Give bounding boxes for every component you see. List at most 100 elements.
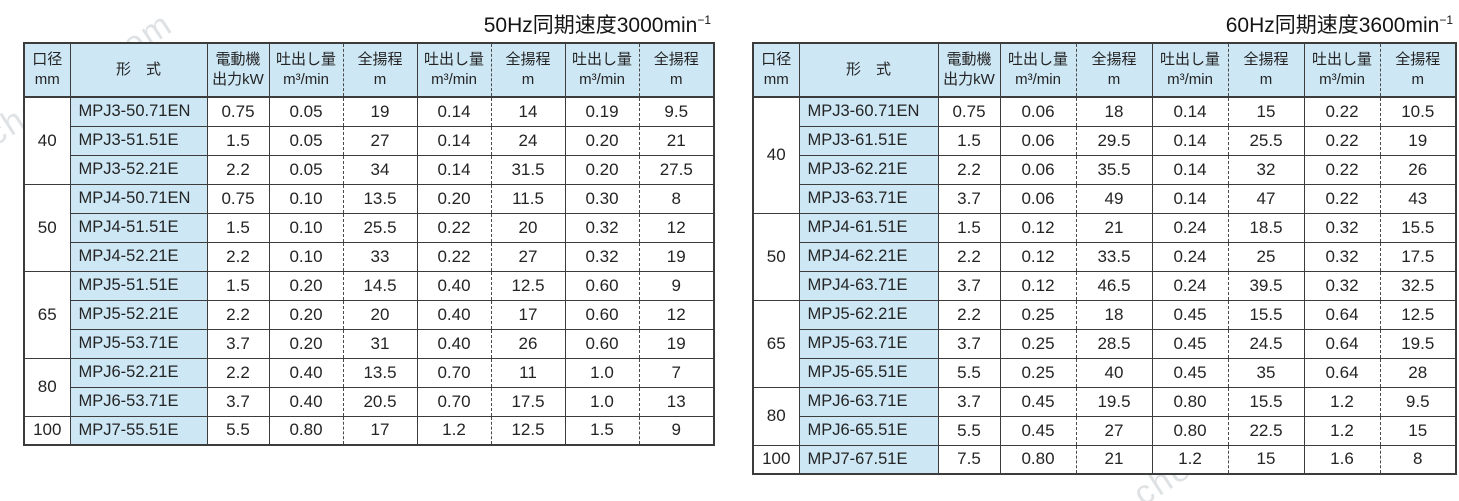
cell-discharge: 0.32: [1303, 212, 1380, 242]
cell-head: 8: [1379, 444, 1456, 474]
cell-discharge: 1.5: [564, 415, 639, 445]
cell-discharge: 0.60: [564, 299, 639, 329]
cell-motor-output: 0.75: [206, 97, 269, 126]
col-header-head-1: 全揚程 m: [342, 43, 417, 98]
cell-motor-output: 1.5: [206, 212, 269, 242]
cell-motor-output: 3.7: [206, 328, 269, 358]
cell-discharge: 0.20: [268, 270, 343, 300]
cell-discharge: 1.2: [1303, 386, 1380, 416]
col-header-motor-output: 電動機 出力kW: [207, 43, 269, 98]
table-row: 100 MPJ7-55.51E 5.5 0.80 17 1.2 12.5 1.5 9: [24, 415, 714, 445]
table-row: MPJ3-51.51E 1.5 0.05 27 0.14 24 0.20 21: [24, 125, 714, 155]
table-row: MPJ5-52.21E 2.2 0.20 20 0.40 17 0.60 12: [24, 299, 714, 329]
cell-diameter: 65: [753, 299, 799, 387]
cell-discharge: 0.80: [1151, 415, 1228, 445]
cell-model: MPJ3-50.71EN: [69, 97, 208, 126]
cell-head: 20.5: [342, 386, 417, 416]
cell-head: 15.5: [1227, 386, 1304, 416]
cell-head: 26: [1379, 154, 1456, 184]
cell-head: 21: [1075, 212, 1152, 242]
cell-discharge: 0.14: [416, 125, 491, 155]
cell-discharge: 0.40: [416, 328, 491, 358]
col-header-model: 形 式: [69, 43, 208, 98]
cell-discharge: 0.32: [564, 212, 639, 242]
cell-discharge: 0.22: [416, 212, 491, 242]
cell-head: 19: [1379, 125, 1456, 155]
cell-head: 33: [342, 241, 417, 271]
header-line: 形 式: [115, 60, 161, 78]
cell-motor-output: 7.5: [937, 444, 1000, 474]
header-line: 吐出し量: [1311, 50, 1372, 68]
cell-discharge: 0.70: [416, 357, 491, 387]
cell-head: 17: [342, 415, 417, 445]
cell-model: MPJ6-63.71E: [798, 386, 939, 416]
header-line: m: [1107, 71, 1121, 88]
cell-head: 34: [342, 154, 417, 184]
cell-head: 20: [490, 212, 565, 242]
cell-discharge: 0.10: [268, 241, 343, 271]
col-header-head-1: 全揚程 m: [1075, 43, 1152, 98]
cell-discharge: 0.30: [564, 183, 639, 213]
cell-discharge: 0.45: [1151, 328, 1228, 358]
cell-head: 25.5: [1227, 125, 1304, 155]
cell-model: MPJ7-67.51E: [798, 444, 939, 474]
header-line: mm: [763, 71, 789, 88]
cell-discharge: 0.32: [564, 241, 639, 271]
cell-motor-output: 3.7: [937, 328, 1000, 358]
cell-head: 26: [490, 328, 565, 358]
cell-discharge: 0.22: [1303, 154, 1380, 184]
cell-head: 35: [1227, 357, 1304, 387]
cell-discharge: 0.14: [416, 97, 491, 126]
cell-head: 47: [1227, 183, 1304, 213]
cell-model: MPJ6-65.51E: [798, 415, 939, 445]
cell-head: 15: [1227, 444, 1304, 474]
table-row: 80 MPJ6-52.21E 2.2 0.40 13.5 0.70 11 1.0 7: [24, 357, 714, 416]
cell-diameter: 100: [753, 444, 799, 474]
cell-model: MPJ5-63.71E: [798, 328, 939, 358]
cell-motor-output: 5.5: [937, 415, 1000, 445]
cell-discharge: 0.80: [999, 444, 1076, 474]
cell-head: 12.5: [490, 270, 565, 300]
cell-head: 19: [638, 241, 714, 271]
cell-discharge: 0.64: [1303, 357, 1380, 387]
table-title-60hz: 60Hz同期速度3600min−1: [752, 6, 1455, 37]
cell-discharge: 0.22: [1303, 183, 1380, 213]
cell-head: 19.5: [1075, 386, 1152, 416]
cell-head: 11: [490, 357, 565, 387]
col-header-head-3: 全揚程 m: [638, 43, 714, 98]
cell-head: 29.5: [1075, 125, 1152, 155]
table-row: MPJ3-63.71E 3.7 0.06 49 0.14 47 0.22 43: [753, 183, 1456, 213]
cell-motor-output: 3.7: [937, 270, 1000, 300]
cell-discharge: 0.12: [999, 212, 1076, 242]
header-line: m³/min: [431, 71, 477, 88]
header-line: m: [670, 71, 683, 88]
cell-head: 39.5: [1227, 270, 1304, 300]
title-superscript: −1: [697, 13, 711, 27]
header-line: 全揚程: [1243, 50, 1289, 68]
col-header-motor-output: 電動機 出力kW: [938, 43, 1000, 98]
cell-model: MPJ4-62.21E: [798, 241, 939, 271]
pump-spec-table-50hz: 口径 mm 形 式 電動機 出力kW 吐出し量 m³/min 全揚程 m 吐出し量 m³/…: [23, 42, 715, 446]
cell-head: 28: [1379, 357, 1456, 387]
header-line: m³/min: [1167, 71, 1213, 88]
cell-discharge: 0.10: [268, 183, 343, 213]
table-row: MPJ3-61.51E 1.5 0.06 29.5 0.14 25.5 0.22 19: [753, 125, 1456, 155]
header-line: 全揚程: [357, 50, 403, 68]
cell-discharge: 0.45: [1151, 299, 1228, 329]
cell-head: 8: [638, 183, 714, 213]
cell-head: 17: [490, 299, 565, 329]
cell-head: 19: [638, 328, 714, 358]
cell-head: 12.5: [490, 415, 565, 445]
cell-discharge: 0.14: [416, 154, 491, 184]
cell-model: MPJ3-51.51E: [69, 125, 208, 155]
cell-head: 11.5: [490, 183, 565, 213]
cell-head: 27: [1075, 415, 1152, 445]
cell-model: MPJ3-62.21E: [798, 154, 939, 184]
cell-discharge: 0.06: [999, 125, 1076, 155]
header-line: m³/min: [283, 71, 329, 88]
table-row: MPJ4-51.51E 1.5 0.10 25.5 0.22 20 0.32 12: [24, 212, 714, 242]
cell-discharge: 0.80: [268, 415, 343, 445]
cell-head: 35.5: [1075, 154, 1152, 184]
table-row: MPJ6-65.51E 5.5 0.45 27 0.80 22.5 1.2 15: [753, 415, 1456, 445]
cell-head: 27: [342, 125, 417, 155]
